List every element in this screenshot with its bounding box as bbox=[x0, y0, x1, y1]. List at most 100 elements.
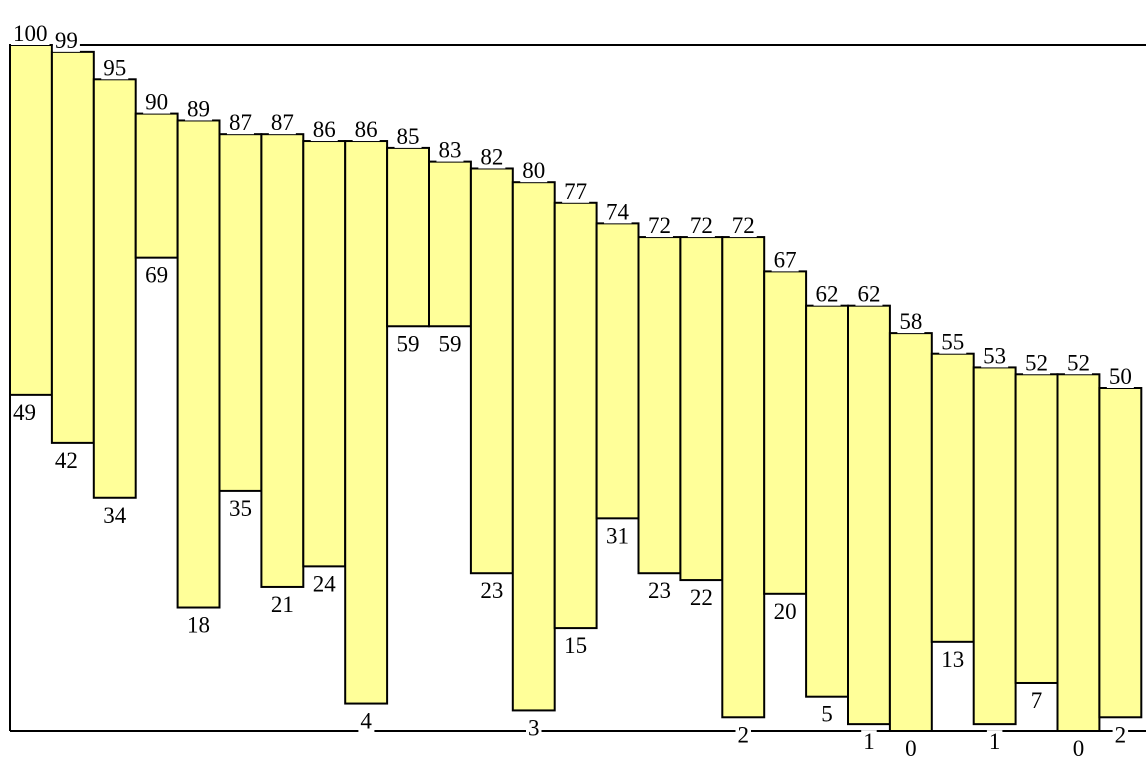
high-value-label: 77 bbox=[564, 179, 587, 204]
label-background bbox=[52, 28, 80, 52]
bar bbox=[637, 236, 682, 575]
label-background bbox=[855, 282, 883, 306]
bar bbox=[344, 140, 389, 705]
high-value-label: 87 bbox=[271, 110, 294, 135]
low-value-label: 1 bbox=[989, 729, 1001, 754]
low-value-label: 4 bbox=[360, 709, 372, 734]
label-background bbox=[52, 448, 80, 472]
label-background bbox=[861, 730, 877, 754]
high-value-label: 52 bbox=[1067, 350, 1090, 375]
label-background bbox=[143, 90, 171, 114]
bar bbox=[595, 222, 640, 520]
label-background bbox=[1070, 737, 1087, 760]
label-background bbox=[986, 730, 1003, 754]
high-value-label: 72 bbox=[732, 213, 755, 238]
high-value-label: 86 bbox=[313, 117, 336, 142]
label-background bbox=[729, 214, 757, 238]
low-value-label: 69 bbox=[145, 263, 168, 288]
label-background bbox=[478, 579, 506, 603]
label-background bbox=[687, 586, 715, 610]
label-background bbox=[771, 248, 799, 272]
label-background bbox=[1028, 688, 1045, 712]
bar bbox=[511, 181, 556, 712]
label-background bbox=[358, 709, 375, 733]
value-labels: 1004999429534906989188735872186248648559… bbox=[11, 21, 1134, 761]
label-background bbox=[436, 138, 464, 162]
high-value-label: 55 bbox=[941, 330, 964, 355]
label-background bbox=[11, 400, 38, 424]
label-background bbox=[310, 572, 339, 596]
bar bbox=[92, 78, 137, 499]
label-background bbox=[687, 214, 715, 238]
low-value-label: 1 bbox=[863, 729, 875, 754]
low-value-label: 20 bbox=[774, 599, 797, 624]
bar bbox=[888, 332, 933, 732]
label-background bbox=[268, 111, 296, 135]
high-value-label: 67 bbox=[774, 247, 797, 272]
label-background bbox=[394, 124, 422, 148]
label-background bbox=[819, 702, 835, 726]
high-value-label: 62 bbox=[816, 282, 839, 307]
label-background bbox=[735, 723, 751, 747]
label-background bbox=[562, 179, 590, 203]
label-background bbox=[897, 310, 925, 334]
bar bbox=[1014, 373, 1059, 684]
high-value-label: 90 bbox=[145, 90, 168, 115]
low-value-label: 2 bbox=[738, 722, 750, 747]
label-background bbox=[352, 118, 380, 142]
label-background bbox=[268, 592, 296, 616]
label-background bbox=[813, 282, 841, 306]
high-value-label: 86 bbox=[355, 117, 378, 142]
label-background bbox=[310, 118, 338, 142]
label-background bbox=[226, 111, 254, 135]
label-background bbox=[939, 647, 967, 671]
bar bbox=[1098, 387, 1143, 719]
label-background bbox=[981, 344, 1009, 368]
high-value-label: 52 bbox=[1025, 350, 1048, 375]
bar bbox=[553, 201, 598, 630]
low-value-label: 15 bbox=[564, 633, 587, 658]
label-background bbox=[562, 634, 590, 658]
low-value-label: 3 bbox=[528, 715, 540, 740]
label-background bbox=[604, 200, 632, 224]
high-value-label: 72 bbox=[648, 213, 671, 238]
high-value-label: 62 bbox=[857, 282, 880, 307]
low-value-label: 0 bbox=[905, 736, 917, 757]
bar bbox=[930, 352, 975, 643]
low-value-label: 7 bbox=[1031, 688, 1043, 713]
label-background bbox=[436, 332, 464, 356]
label-background bbox=[1112, 723, 1129, 747]
label-background bbox=[604, 524, 632, 548]
low-value-label: 59 bbox=[438, 331, 461, 356]
low-value-label: 22 bbox=[690, 585, 713, 610]
bar bbox=[428, 160, 472, 328]
high-value-label: 80 bbox=[522, 158, 545, 183]
low-value-label: 49 bbox=[13, 400, 36, 425]
bar bbox=[50, 50, 95, 444]
bar bbox=[679, 236, 724, 582]
bar bbox=[972, 366, 1017, 726]
bar bbox=[9, 44, 53, 396]
label-background bbox=[645, 579, 673, 603]
low-value-label: 34 bbox=[103, 503, 127, 528]
label-background bbox=[771, 599, 799, 623]
low-value-label: 24 bbox=[313, 571, 337, 596]
bar bbox=[763, 270, 808, 595]
label-background bbox=[1106, 365, 1134, 388]
bar bbox=[218, 133, 263, 492]
label-background bbox=[185, 97, 213, 121]
label-background bbox=[903, 737, 919, 760]
label-background bbox=[478, 145, 506, 169]
low-value-label: 59 bbox=[397, 331, 420, 356]
high-value-label: 58 bbox=[899, 309, 922, 334]
high-value-label: 53 bbox=[983, 343, 1006, 368]
bar bbox=[134, 112, 179, 259]
label-background bbox=[939, 330, 967, 354]
bar bbox=[469, 167, 514, 575]
bar bbox=[1056, 373, 1101, 732]
high-value-label: 95 bbox=[103, 55, 126, 80]
label-background bbox=[185, 613, 213, 637]
bar bbox=[176, 119, 221, 609]
